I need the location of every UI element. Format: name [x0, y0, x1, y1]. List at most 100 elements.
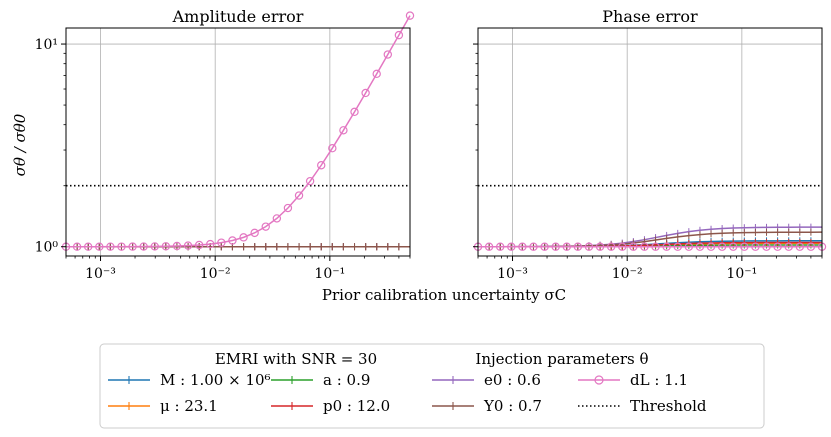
legend-label: e0 : 0.6	[484, 371, 541, 389]
legend-entry-p0: p0 : 12.0	[271, 397, 390, 415]
legend-entry-dL: dL : 1.1	[578, 371, 688, 389]
legend-label: p0 : 12.0	[323, 397, 390, 415]
data-point	[684, 242, 694, 251]
data-point	[305, 176, 315, 186]
legend-label: dL : 1.1	[630, 371, 688, 389]
x-tick-label: 10⁻²	[612, 266, 643, 282]
data-point	[405, 11, 415, 20]
data-point	[651, 242, 660, 251]
x-tick-label: 10⁻³	[85, 266, 116, 282]
data-point	[272, 214, 282, 223]
data-point	[283, 203, 293, 213]
data-point	[562, 242, 571, 251]
data-point	[261, 222, 270, 231]
data-point	[584, 242, 594, 251]
data-point	[172, 241, 182, 251]
data-point	[795, 242, 805, 251]
legend-title-right: Injection parameters θ	[475, 350, 648, 368]
data-point	[194, 240, 204, 250]
data-point	[540, 242, 549, 251]
panel-title-phase: Phase error	[602, 7, 698, 26]
data-point	[394, 30, 404, 40]
series-dL	[61, 11, 415, 251]
data-point	[228, 236, 237, 245]
data-point	[573, 242, 583, 251]
data-point	[117, 242, 126, 251]
panel-phase-error: Phase error 10⁻³ 10⁻² 10⁻¹	[473, 7, 827, 282]
data-point	[773, 242, 782, 251]
data-point	[206, 239, 215, 249]
data-point	[95, 242, 104, 251]
data-point	[128, 242, 137, 251]
data-point	[762, 242, 771, 251]
legend-entry-e0: e0 : 0.6	[432, 371, 541, 389]
data-point	[317, 161, 326, 170]
legend-entry-mu: μ : 23.1	[108, 397, 218, 415]
data-point	[294, 191, 304, 200]
data-point	[618, 242, 627, 251]
data-point	[640, 242, 649, 251]
data-point	[150, 242, 159, 251]
legend-label: M : 1.00 × 10⁶	[160, 371, 271, 389]
panel-amplitude-error: Amplitude error 10⁻³ 10⁻² 10⁻¹ 10⁰ 10¹	[35, 7, 415, 282]
data-point	[239, 233, 248, 242]
legend-entry-a: a : 0.9	[271, 371, 370, 389]
y-axis-label: σθ / σθ0	[11, 113, 29, 176]
data-point	[729, 242, 738, 251]
data-point	[551, 242, 560, 251]
data-point	[751, 242, 760, 251]
data-point	[350, 107, 359, 117]
data-point	[695, 242, 705, 251]
legend-box	[99, 343, 765, 429]
data-point	[529, 242, 538, 251]
panel-title-amplitude: Amplitude error	[172, 7, 304, 26]
legend-title-left: EMRI with SNR = 30	[215, 350, 377, 368]
x-tick-label: 10⁻¹	[314, 266, 345, 282]
x-tick-label: 10⁻³	[497, 266, 528, 282]
data-point	[740, 242, 749, 251]
data-point	[717, 242, 727, 251]
x-tick-label: 10⁻¹	[726, 266, 757, 282]
data-point	[361, 88, 370, 98]
legend-marker	[594, 375, 604, 385]
data-point	[72, 242, 82, 251]
data-point	[629, 242, 638, 251]
data-point	[662, 242, 671, 251]
data-point	[706, 242, 716, 251]
data-point	[372, 69, 381, 79]
data-point	[383, 50, 393, 59]
data-point	[83, 242, 93, 251]
data-point	[183, 241, 193, 250]
data-point	[606, 242, 616, 251]
legend-label: Threshold	[630, 397, 707, 415]
y-tick-label: 10¹	[35, 37, 58, 53]
data-point	[673, 242, 682, 251]
series-line-dL	[65, 15, 411, 248]
data-point	[595, 242, 605, 251]
plot-frame	[477, 27, 823, 257]
x-axis-label: Prior calibration uncertainty σC	[322, 286, 566, 304]
data-point	[507, 242, 516, 251]
plot-frame	[65, 27, 411, 257]
y-axis-label-group: σθ / σθ0	[11, 113, 29, 176]
data-point	[806, 242, 816, 251]
legend: EMRI with SNR = 30 Injection parameters …	[99, 343, 765, 429]
data-point	[106, 242, 115, 251]
y-tick-label: 10⁰	[35, 240, 59, 256]
legend-entry-Y0: Y0 : 0.7	[432, 397, 542, 415]
x-tick-label: 10⁻²	[200, 266, 231, 282]
legend-entry-threshold: Threshold	[578, 397, 707, 415]
legend-label: Y0 : 0.7	[483, 397, 542, 415]
legend-entry-M: M : 1.00 × 10⁶	[108, 371, 271, 389]
data-point	[495, 242, 505, 251]
data-point	[139, 242, 148, 251]
data-point	[484, 242, 494, 251]
legend-label: μ : 23.1	[160, 397, 218, 415]
data-point	[339, 126, 348, 135]
data-point	[518, 242, 527, 251]
series-dL	[473, 242, 827, 251]
data-point	[161, 242, 171, 251]
legend-label: a : 0.9	[323, 371, 370, 389]
data-point	[250, 228, 259, 238]
